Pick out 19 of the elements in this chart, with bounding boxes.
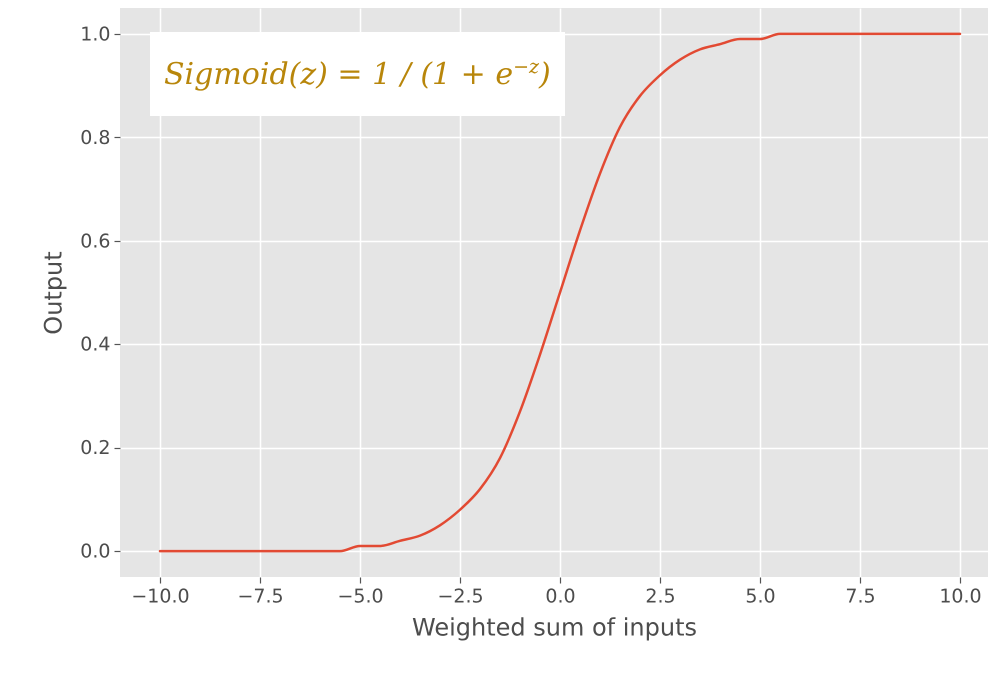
x-tick-label: −10.0 [131,586,190,608]
x-axis-title: Weighted sum of inputs [412,614,697,642]
x-tick-label: −5.0 [337,586,384,608]
x-tick-label: 2.5 [645,586,676,608]
line-series [158,32,962,552]
x-tick-label: 7.5 [845,586,876,608]
y-tick-label: 0.2 [80,437,110,460]
x-tick-label: 0.0 [545,586,576,608]
x-tick-label: 5.0 [745,586,776,608]
x-tick-label: 10.0 [939,586,982,608]
y-axis-title: Output [39,251,68,335]
y-tick-label: 0.8 [80,126,110,149]
y-tick-label: 1.0 [80,23,110,46]
y-tick-label: 0.0 [80,540,110,563]
annotation: Sigmoid(z) = 1 / (1 + e$^{−z}$) [150,32,565,116]
x-tick-label: −2.5 [437,586,484,608]
x-tick-label: −7.5 [237,586,284,608]
y-tick-label: 0.6 [80,230,110,252]
y-tick-label: 0.4 [80,334,110,356]
